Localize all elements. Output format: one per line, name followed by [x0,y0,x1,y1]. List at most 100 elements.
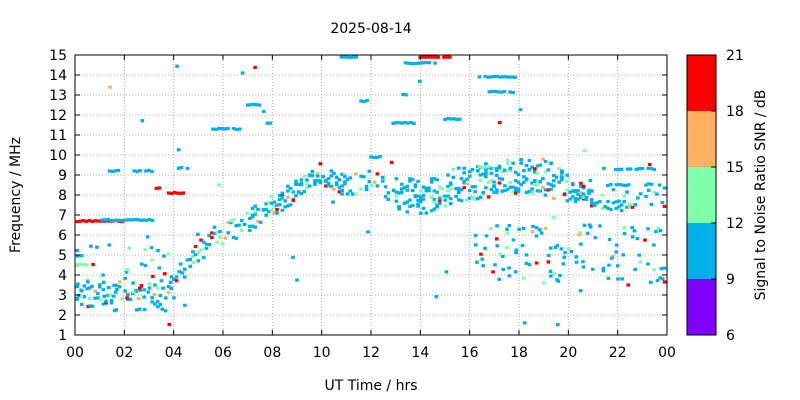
snr-cell [139,284,144,288]
snr-cell [324,184,328,188]
snr-cell [96,296,100,300]
snr-cell [240,71,245,75]
snr-cell [457,186,461,190]
snr-cell [162,254,166,258]
colorbar-band [687,111,716,167]
snr-cell [446,117,450,121]
colorbar-label: Signal to Noise Ratio SNR / dB [753,90,769,301]
snr-cell [600,193,605,197]
snr-cell [223,127,227,131]
snr-cell [248,228,252,232]
snr-cell [245,103,250,107]
snr-cell [498,121,502,125]
colorbar-band [687,55,716,111]
x-tick-label: 22 [609,345,627,361]
snr-cell [593,236,598,240]
snr-cell [457,191,461,195]
snr-cell [649,182,654,186]
snr-cell [210,235,214,240]
snr-cell [459,199,464,203]
snr-cell [581,260,585,264]
snr-cell [492,75,497,79]
snr-cell [424,211,429,215]
snr-cell [400,182,404,186]
snr-cell [516,187,521,191]
snr-cell [541,185,545,189]
snr-cell [75,297,80,301]
snr-cell [174,279,179,283]
snr-cell [625,167,630,171]
snr-cell [250,224,255,228]
snr-cell [505,169,510,173]
snr-cell [473,197,477,201]
snr-cell [172,191,177,195]
snr-cell [579,184,583,188]
snr-cell [369,155,373,159]
snr-cell [507,266,511,270]
snr-cell [486,180,491,185]
snr-cell [76,262,80,267]
snr-cell [552,179,556,183]
snr-cell [565,179,570,183]
snr-cell [95,245,99,249]
snr-cell [305,178,309,182]
snr-cell [555,278,559,282]
snr-cell [504,75,508,79]
snr-cell [97,285,102,289]
snr-cell [218,229,222,234]
snr-cell [87,219,92,223]
snr-cell [477,164,482,169]
snr-cell [518,108,523,112]
snr-cell [539,231,544,235]
snr-cell [549,246,553,250]
snr-cell [574,255,578,259]
snr-cell [489,171,494,175]
snr-cell [239,219,244,223]
snr-cell [204,242,209,246]
snr-cell [218,235,222,239]
snr-cell [524,190,529,194]
snr-cell [286,195,290,200]
snr-cell [566,247,571,251]
snr-cell [514,186,518,190]
snr-cell [493,89,498,93]
snr-cell [214,127,218,131]
snr-cell [144,218,149,222]
snr-cell [533,167,537,171]
snr-cell [626,183,631,187]
snr-cell [166,285,171,289]
snr-cell [435,202,439,206]
snr-cell [638,260,643,264]
snr-cell [151,274,155,278]
snr-cell [547,253,551,257]
snr-cell [405,188,410,192]
snr-cell [250,213,255,217]
snr-cell [507,75,511,79]
snr-cell [405,184,410,188]
snr-cell [495,244,500,248]
snr-cell [345,177,350,182]
snr-cell [220,127,224,131]
snr-cell [386,197,391,201]
snr-cell [451,167,456,171]
snr-cell [353,172,358,176]
snr-cell [416,179,420,183]
snr-cell [505,245,509,250]
snr-cell [199,248,203,252]
snr-cell [155,299,160,304]
snr-cell [516,173,521,177]
colorbar-tick-label: 15 [726,160,744,176]
snr-cell [511,185,515,189]
snr-cell [424,186,429,190]
snr-cell [448,197,453,201]
snr-cell [522,321,527,325]
snr-cell [381,175,385,179]
snr-cell [108,293,113,297]
snr-cell [510,75,514,79]
snr-cell [484,168,488,172]
snr-cell [483,246,487,250]
snr-cell [484,234,489,238]
snr-cell [565,199,570,203]
snr-cell [643,238,647,242]
snr-cell [340,188,344,193]
